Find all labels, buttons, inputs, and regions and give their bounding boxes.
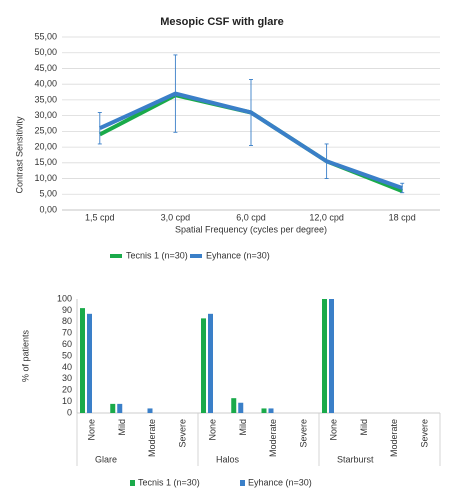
x-axis-label: Spatial Frequency (cycles per degree)	[175, 224, 327, 234]
y-tick-label: 5,00	[39, 189, 57, 199]
x-tick-label: Moderate	[268, 419, 278, 457]
x-tick-label: None	[87, 419, 97, 441]
y-tick-label: 60	[62, 339, 72, 349]
x-tick-label: None	[329, 419, 339, 441]
x-tick-label: Moderate	[389, 419, 399, 457]
bar	[110, 403, 116, 413]
y-tick-label: 40,00	[34, 79, 57, 89]
y-tick-label: 20	[62, 385, 72, 395]
bar	[147, 408, 153, 413]
y-tick-label: 80	[62, 316, 72, 326]
y-tick-label: 30	[62, 373, 72, 383]
bar	[238, 402, 244, 413]
x-tick-label: Mild	[238, 419, 248, 436]
y-tick-label: 20,00	[34, 141, 57, 151]
x-tick-label: 18 cpd	[389, 212, 416, 222]
bar	[329, 299, 334, 413]
x-tick-label: Mild	[359, 419, 369, 436]
y-tick-label: 90	[62, 305, 72, 315]
legend-swatch	[130, 480, 135, 486]
error-bar	[173, 54, 178, 133]
y-tick-label: 30,00	[34, 110, 57, 120]
bar	[261, 408, 267, 413]
bar	[268, 408, 274, 413]
y-tick-label: 100	[57, 293, 72, 303]
bar	[201, 318, 206, 413]
x-tick-label: Mild	[117, 419, 127, 436]
group-label: Glare	[95, 454, 117, 464]
bar	[80, 308, 85, 413]
bar	[231, 398, 237, 413]
y-axis-label: Contrast Sensitivity	[14, 116, 24, 194]
x-tick-label: Moderate	[147, 419, 157, 457]
legend-swatch	[240, 480, 245, 486]
y-tick-label: 0	[67, 407, 72, 417]
y-axis-label: % of patients	[20, 329, 30, 382]
bar	[117, 403, 123, 413]
y-tick-label: 0,00	[39, 204, 57, 214]
bar	[208, 313, 213, 413]
x-tick-label: Severe	[177, 419, 187, 448]
x-tick-label: Severe	[298, 419, 308, 448]
chart-title: Mesopic CSF with glare	[160, 16, 283, 28]
y-tick-label: 50	[62, 350, 72, 360]
y-tick-label: 25,00	[34, 126, 57, 136]
error-bar	[97, 112, 102, 145]
y-tick-label: 55,00	[34, 31, 57, 41]
bar	[322, 299, 327, 413]
error-bar	[400, 182, 405, 194]
x-tick-label: 3,0 cpd	[161, 212, 191, 222]
y-tick-label: 35,00	[34, 94, 57, 104]
y-tick-label: 45,00	[34, 63, 57, 73]
legend-label: Tecnis 1 (n=30)	[138, 477, 200, 487]
x-tick-label: Severe	[419, 419, 429, 448]
error-bar	[249, 79, 253, 146]
y-tick-label: 70	[62, 328, 72, 338]
y-tick-label: 15,00	[34, 157, 57, 167]
group-label: Starburst	[337, 454, 374, 464]
x-tick-label: 12,0 cpd	[309, 212, 344, 222]
y-tick-label: 10,00	[34, 173, 57, 183]
error-bar	[324, 143, 329, 179]
legend-label: Eyhance (n=30)	[206, 250, 270, 260]
x-tick-label: None	[208, 419, 218, 441]
legend-label: Eyhance (n=30)	[248, 477, 312, 487]
x-tick-label: 6,0 cpd	[236, 212, 266, 222]
group-label: Halos	[216, 454, 240, 464]
y-tick-label: 40	[62, 362, 72, 372]
y-tick-label: 10	[62, 396, 72, 406]
legend-label: Tecnis 1 (n=30)	[126, 250, 188, 260]
x-tick-label: 1,5 cpd	[85, 212, 115, 222]
y-tick-label: 50,00	[34, 47, 57, 57]
bar	[87, 313, 92, 413]
